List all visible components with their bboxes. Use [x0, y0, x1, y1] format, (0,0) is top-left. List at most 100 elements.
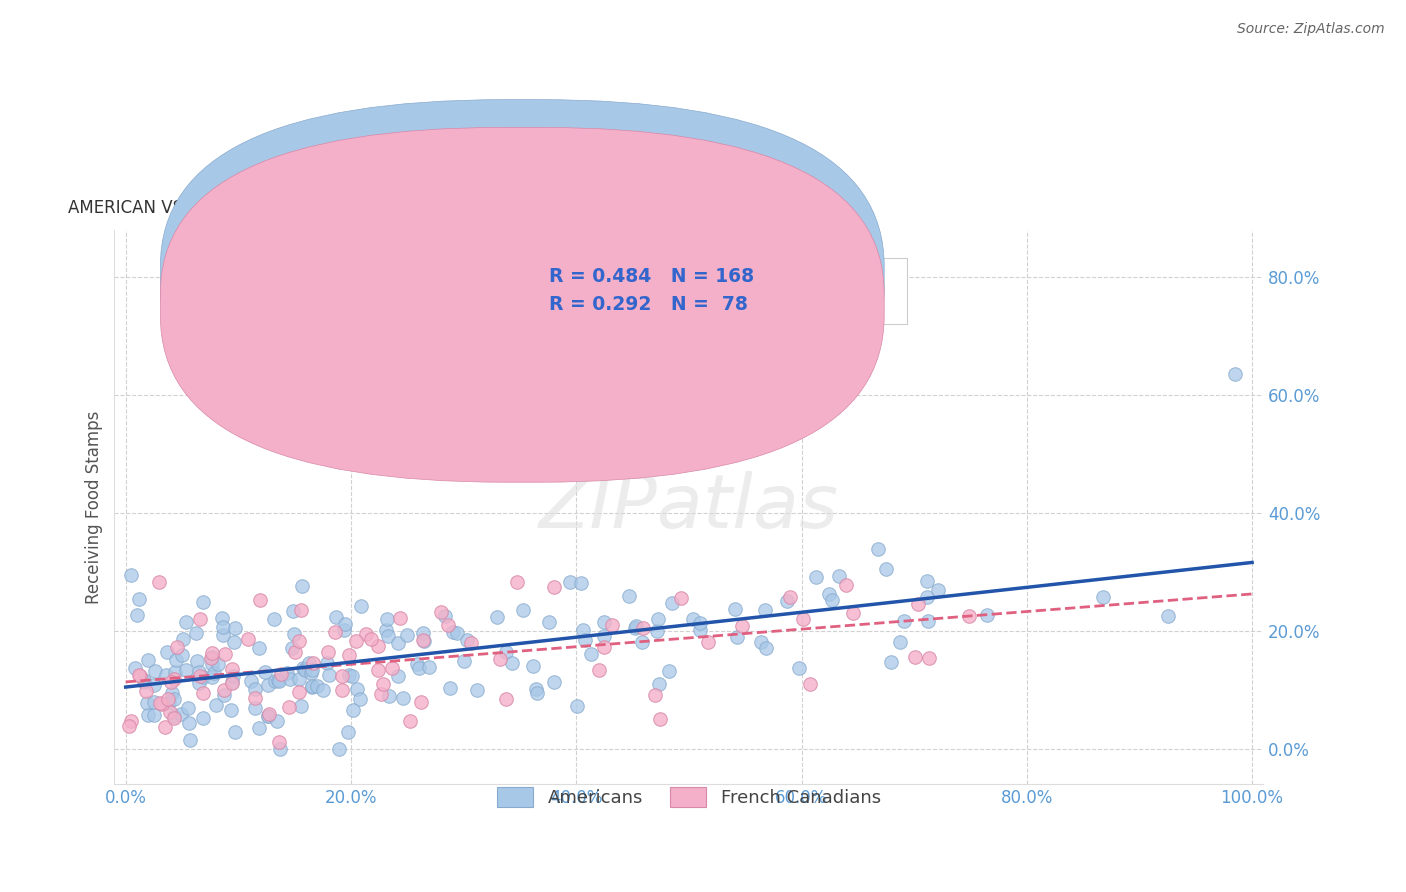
- Point: [316, 657, 339, 671]
- Point: [267, 673, 290, 688]
- Point: [201, 657, 224, 672]
- Point: [868, 542, 890, 557]
- Point: [405, 657, 427, 672]
- Point: [817, 587, 839, 601]
- Point: [294, 663, 316, 677]
- Point: [323, 624, 346, 639]
- Point: [188, 612, 211, 626]
- Point: [239, 673, 262, 688]
- Point: [378, 690, 401, 704]
- Point: [593, 629, 616, 643]
- Point: [524, 681, 547, 696]
- Point: [976, 608, 998, 623]
- Point: [301, 679, 323, 693]
- Point: [776, 593, 799, 607]
- Point: [332, 623, 354, 637]
- Point: [201, 669, 224, 683]
- Point: [927, 583, 949, 598]
- Point: [224, 621, 246, 635]
- Point: [647, 612, 669, 626]
- Point: [904, 649, 927, 664]
- Text: R = 0.292   N =  78: R = 0.292 N = 78: [548, 294, 748, 314]
- Point: [318, 668, 340, 682]
- Point: [214, 683, 236, 698]
- Point: [221, 661, 243, 675]
- Point: [163, 691, 186, 706]
- Point: [187, 676, 209, 690]
- Point: [915, 574, 938, 588]
- Point: [276, 666, 298, 681]
- Point: [269, 742, 291, 756]
- Point: [453, 654, 475, 668]
- Point: [299, 666, 322, 681]
- Point: [280, 641, 302, 656]
- Point: [749, 635, 772, 649]
- Point: [174, 663, 197, 677]
- Point: [344, 633, 367, 648]
- Point: [200, 646, 222, 660]
- Point: [205, 698, 228, 713]
- Point: [212, 628, 235, 642]
- Point: [842, 606, 865, 620]
- Point: [893, 614, 915, 628]
- Point: [292, 661, 315, 675]
- Point: [624, 621, 647, 635]
- Point: [346, 681, 368, 696]
- Point: [630, 635, 652, 649]
- Point: [411, 695, 433, 709]
- Point: [222, 669, 245, 683]
- Point: [191, 595, 214, 609]
- Point: [193, 670, 215, 684]
- Point: [184, 626, 207, 640]
- Point: [367, 640, 389, 654]
- Y-axis label: Receiving Food Stamps: Receiving Food Stamps: [86, 410, 103, 604]
- Point: [342, 702, 364, 716]
- Point: [408, 661, 430, 675]
- Point: [446, 625, 468, 640]
- Point: [287, 672, 309, 686]
- Point: [316, 645, 339, 659]
- Point: [337, 668, 360, 682]
- Point: [328, 742, 350, 756]
- Point: [619, 589, 641, 603]
- Point: [724, 601, 747, 615]
- Point: [682, 612, 704, 626]
- Point: [283, 627, 305, 641]
- Point: [631, 621, 654, 635]
- Point: [600, 618, 623, 632]
- Point: [290, 603, 312, 617]
- Point: [301, 680, 323, 694]
- Point: [395, 627, 418, 641]
- Point: [247, 722, 270, 736]
- Point: [211, 611, 233, 625]
- Point: [439, 681, 461, 695]
- Point: [278, 699, 301, 714]
- Point: [374, 623, 396, 637]
- Point: [543, 675, 565, 690]
- Point: [626, 619, 648, 633]
- Point: [150, 697, 173, 711]
- Point: [412, 625, 434, 640]
- Point: [149, 696, 172, 710]
- Point: [124, 661, 146, 675]
- Point: [153, 720, 176, 734]
- Point: [172, 632, 194, 647]
- Point: [907, 597, 929, 611]
- Point: [191, 686, 214, 700]
- Point: [186, 654, 208, 668]
- Point: [412, 634, 434, 648]
- Point: [340, 669, 363, 683]
- Point: [176, 701, 198, 715]
- Point: [430, 605, 453, 619]
- Point: [281, 604, 304, 618]
- Point: [806, 570, 828, 584]
- Point: [270, 667, 292, 681]
- Point: [214, 647, 236, 661]
- Point: [202, 665, 225, 680]
- Point: [170, 648, 193, 663]
- Point: [381, 661, 404, 675]
- Point: [1225, 368, 1247, 382]
- Point: [387, 669, 409, 683]
- Point: [875, 562, 897, 576]
- Point: [163, 709, 186, 723]
